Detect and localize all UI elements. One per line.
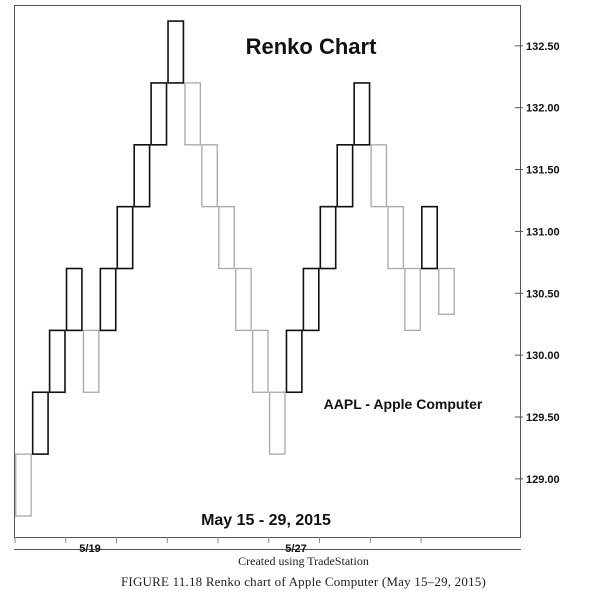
renko-brick-up <box>285 329 303 394</box>
renko-brick-down <box>201 144 218 208</box>
renko-brick-up <box>150 82 168 146</box>
renko-brick-up <box>48 329 66 394</box>
y-tick-label: 132.50 <box>526 41 560 53</box>
renko-brick-up <box>421 205 439 270</box>
renko-brick-down <box>404 267 421 332</box>
renko-brick-up <box>133 144 151 208</box>
x-tick-label-5-19: 5/19 <box>79 543 100 555</box>
figure-caption: FIGURE 11.18 Renko chart of Apple Comput… <box>121 574 486 589</box>
chart-title: Renko Chart <box>246 34 377 59</box>
y-tick-label: 131.50 <box>526 165 560 177</box>
renko-brick-down <box>15 453 32 517</box>
plot-frame <box>14 5 521 538</box>
renko-brick-up <box>336 144 354 208</box>
y-tick-label: 130.50 <box>526 288 560 300</box>
renko-brick-up <box>116 205 134 270</box>
renko-brick-up <box>302 267 320 332</box>
date-axis-ticks <box>14 537 422 543</box>
renko-brick-down <box>218 206 235 270</box>
renko-brick-down <box>268 391 286 455</box>
renko-brick-up <box>65 267 83 332</box>
y-tick-label: 129.00 <box>526 474 560 486</box>
renko-brick-up <box>31 391 49 455</box>
renko-brick-down <box>387 206 405 270</box>
y-tick-label: 131.00 <box>526 226 560 238</box>
y-tick-label: 132.00 <box>526 103 560 115</box>
date-range-label: May 15 - 29, 2015 <box>201 512 331 529</box>
ticker-annotation: AAPL - Apple Computer <box>324 396 483 412</box>
renko-brick-down <box>438 267 455 315</box>
x-tick-label-5-27: 5/27 <box>285 543 306 555</box>
renko-brick-down <box>370 144 388 208</box>
created-by-note: Created using TradeStation <box>238 554 369 568</box>
renko-brick-down <box>251 329 269 393</box>
y-tick-label: 130.00 <box>526 350 560 362</box>
renko-brick-down <box>184 82 201 146</box>
renko-brick-up <box>353 82 371 146</box>
renko-brick-up <box>319 205 337 270</box>
renko-brick-up <box>167 20 185 84</box>
renko-brick-down <box>235 267 252 332</box>
renko-brick-down <box>82 329 100 393</box>
renko-brick-up <box>99 267 117 332</box>
y-tick-label: 129.50 <box>526 412 560 424</box>
renko-bricks <box>15 20 455 517</box>
price-axis: 132.50 132.00 131.50 131.00 130.50 130.00 129.… <box>515 41 560 486</box>
